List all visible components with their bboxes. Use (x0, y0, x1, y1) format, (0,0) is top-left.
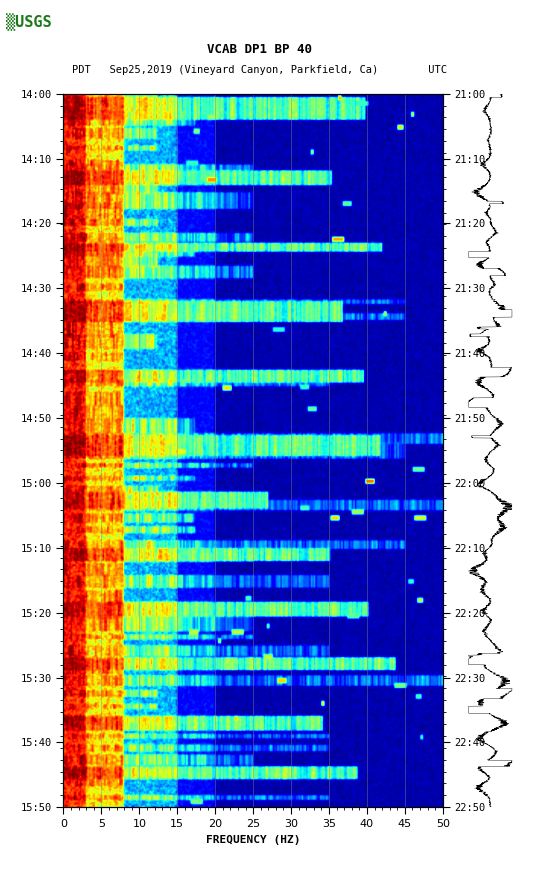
X-axis label: FREQUENCY (HZ): FREQUENCY (HZ) (206, 835, 300, 845)
Text: ▒USGS: ▒USGS (6, 13, 51, 31)
Text: VCAB DP1 BP 40: VCAB DP1 BP 40 (207, 43, 312, 55)
Text: PDT   Sep25,2019 (Vineyard Canyon, Parkfield, Ca)        UTC: PDT Sep25,2019 (Vineyard Canyon, Parkfie… (72, 64, 447, 75)
